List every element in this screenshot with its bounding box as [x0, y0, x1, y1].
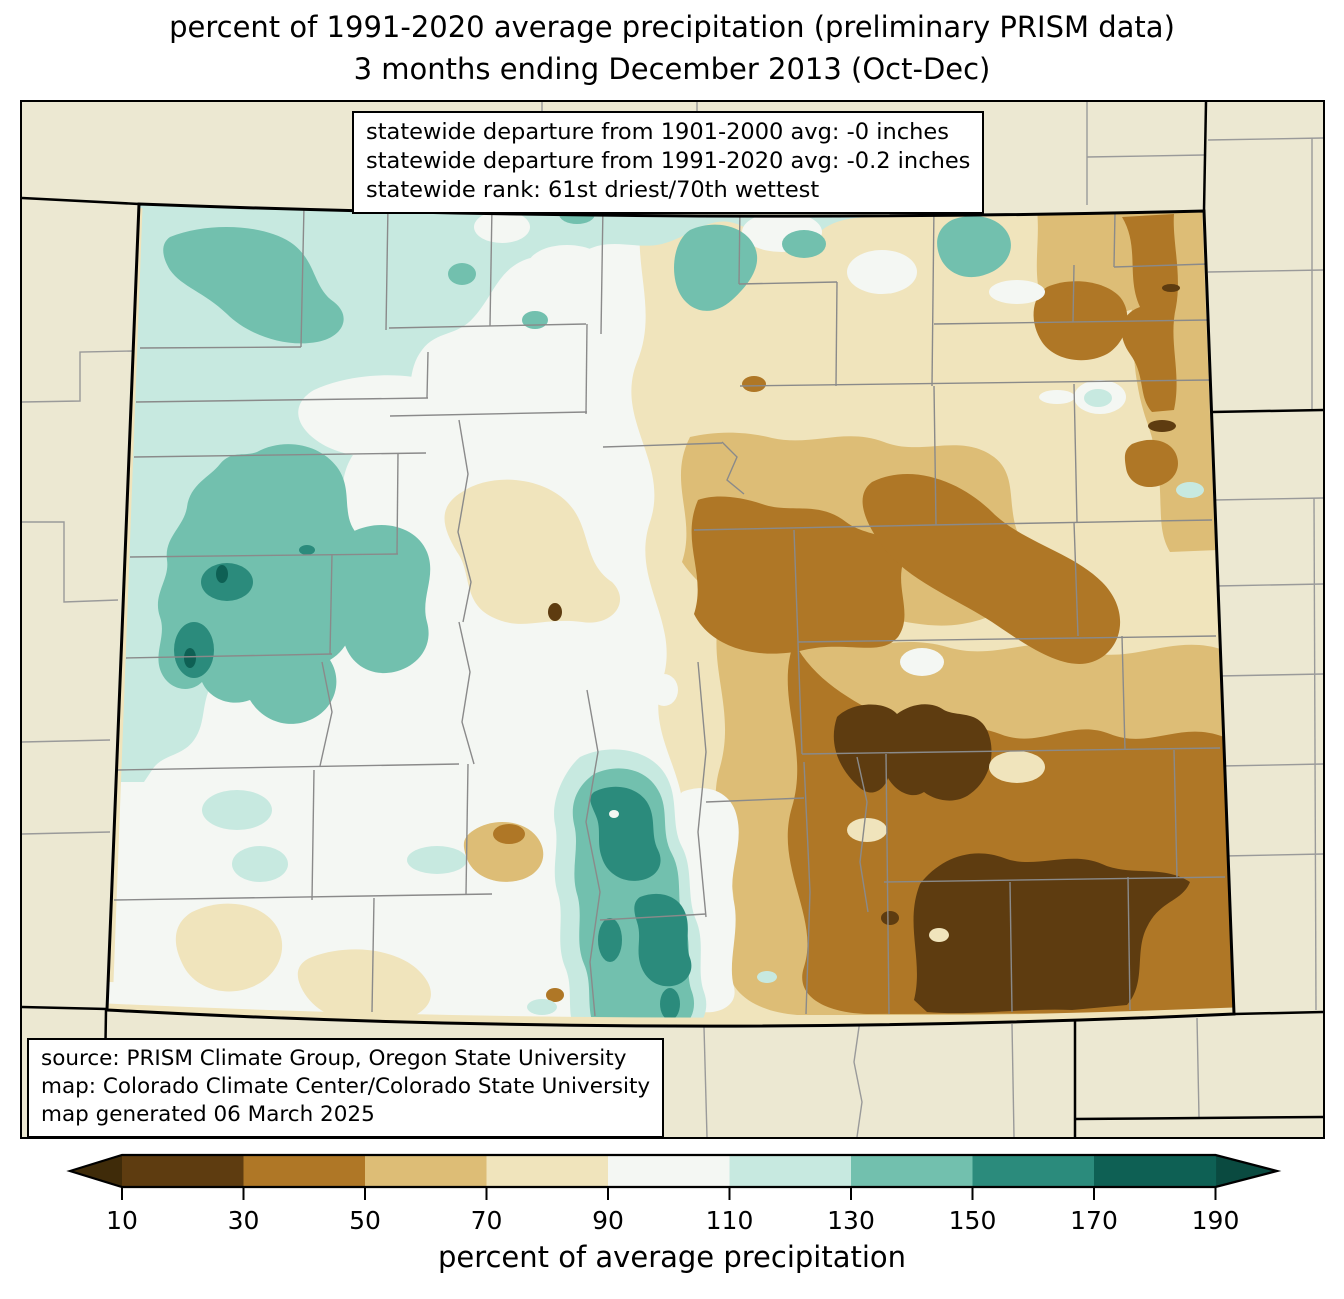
colorbar-segment — [729, 1155, 852, 1187]
stats-line2: statewide departure from 1991-2020 avg: … — [366, 148, 971, 174]
colorbar-segment — [122, 1155, 245, 1187]
colorbar-tick-label: 190 — [1192, 1206, 1240, 1235]
colorbar-segment — [851, 1155, 974, 1187]
title-line1: percent of 1991-2020 average precipitati… — [169, 10, 1175, 44]
colorbar-segment — [972, 1155, 1095, 1187]
colorbar-tick-label: 10 — [106, 1206, 138, 1235]
colorbar: 10 30 50 70 90 110 130 150 170 190 — [20, 1143, 1325, 1299]
colorbar-tick-label: 150 — [949, 1206, 997, 1235]
colorbar-tick-label: 30 — [228, 1206, 260, 1235]
colorbar-segment — [365, 1155, 488, 1187]
source-line2: map: Colorado Climate Center/Colorado St… — [41, 1074, 651, 1099]
stats-box: statewide departure from 1901-2000 avg: … — [352, 111, 985, 214]
colorbar-tick-label: 110 — [706, 1206, 754, 1235]
map-panel: statewide departure from 1901-2000 avg: … — [20, 100, 1325, 1139]
colorbar-under-arrow — [70, 1155, 122, 1187]
colorbar-tick-label: 70 — [471, 1206, 503, 1235]
county-lines — [113, 204, 1226, 1017]
stats-line3: statewide rank: 61st driest/70th wettest — [366, 177, 820, 203]
source-line1: source: PRISM Climate Group, Oregon Stat… — [41, 1046, 627, 1071]
neighbor-state-borders — [22, 102, 1323, 1137]
colorado-contours — [107, 204, 1234, 1027]
colorbar-over-arrow — [1215, 1155, 1277, 1187]
colorbar-caption: percent of average precipitation — [437, 1240, 907, 1274]
precipitation-map — [22, 102, 1323, 1137]
stats-line1: statewide departure from 1901-2000 avg: … — [366, 119, 949, 145]
colorbar-segment — [608, 1155, 731, 1187]
colorbar-tick-label: 130 — [827, 1206, 875, 1235]
colorbar-segment — [486, 1155, 609, 1187]
colorbar-tick-label: 170 — [1070, 1206, 1118, 1235]
colorbar-svg: 10 30 50 70 90 110 130 150 170 190 — [66, 1153, 1282, 1235]
title-line2: 3 months ending December 2013 (Oct-Dec) — [353, 52, 991, 86]
colorbar-tick-label: 90 — [592, 1206, 624, 1235]
page-title: percent of 1991-2020 average precipitati… — [0, 6, 1344, 90]
source-line3: map generated 06 March 2025 — [41, 1102, 375, 1127]
colorbar-segment — [1094, 1155, 1217, 1187]
neighbor-county-lines — [22, 102, 1323, 1137]
colorbar-tick-label: 50 — [349, 1206, 381, 1235]
colorbar-segment — [243, 1155, 366, 1187]
source-box: source: PRISM Climate Group, Oregon Stat… — [27, 1038, 665, 1138]
